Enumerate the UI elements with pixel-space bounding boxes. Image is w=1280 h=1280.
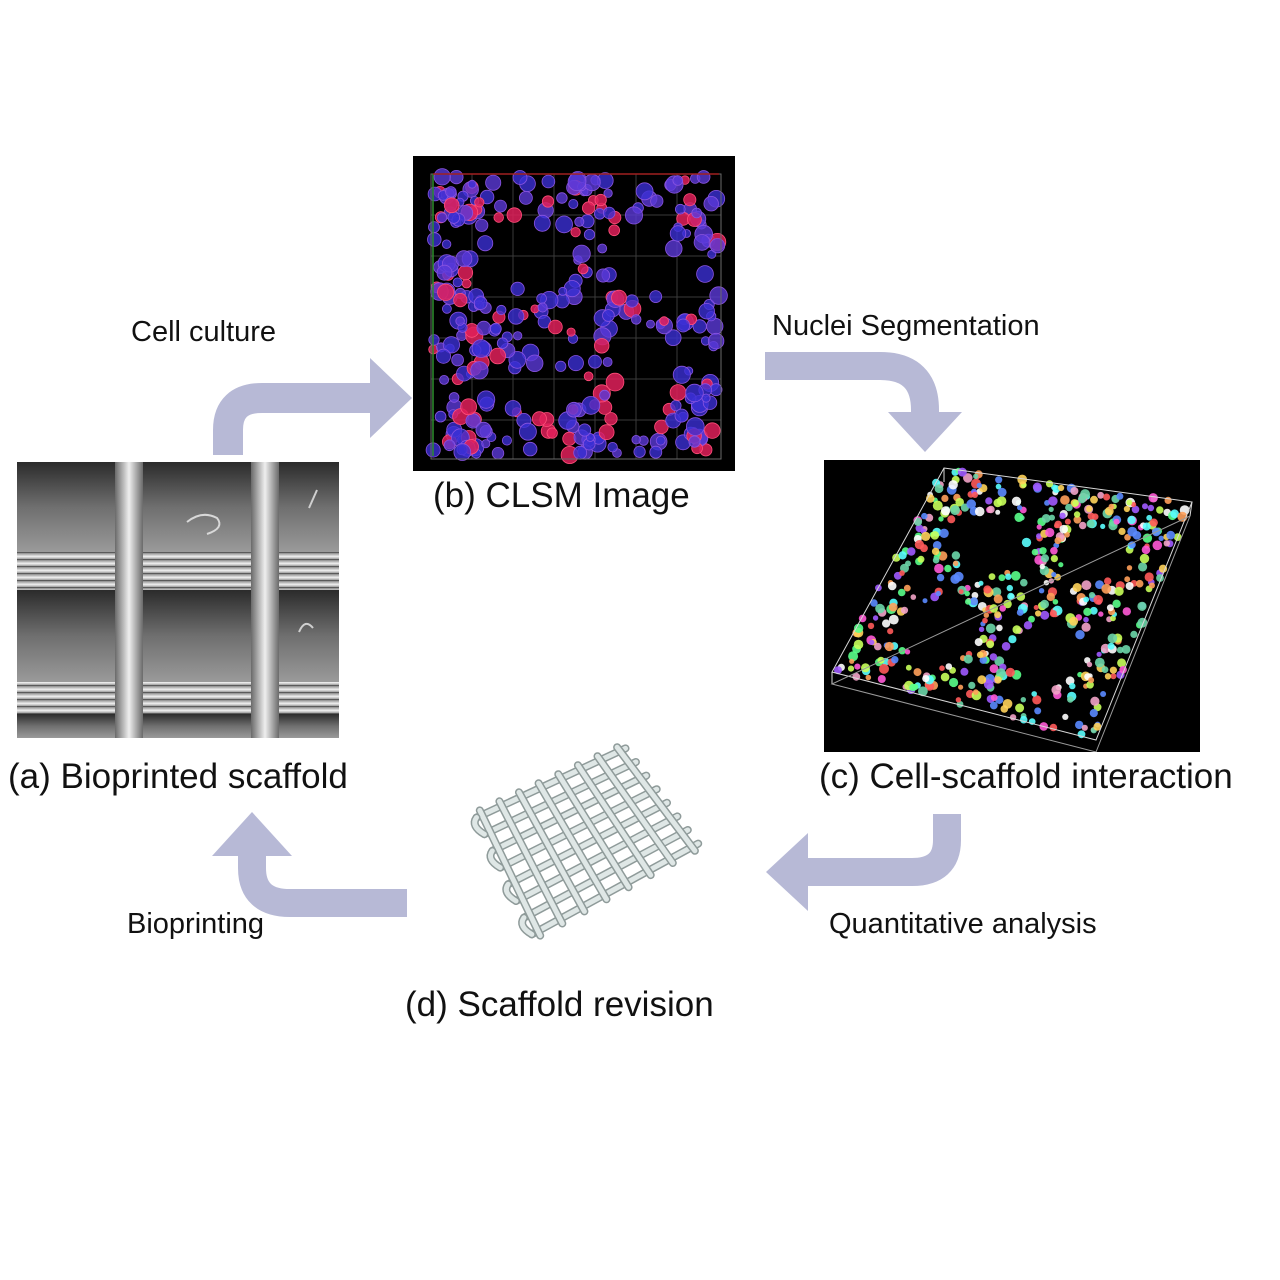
step-label-cell-culture: Cell culture xyxy=(131,316,277,348)
arrow-bioprinting xyxy=(212,812,407,917)
caption-bioprinted-scaffold: (a) Bioprinted scaffold xyxy=(8,757,348,796)
caption-scaffold-revision: (d) Scaffold revision xyxy=(405,985,714,1024)
clsm-image xyxy=(413,156,735,471)
step-label-bioprinting: Bioprinting xyxy=(127,908,265,940)
caption-cell-scaffold-interaction: (c) Cell-scaffold interaction xyxy=(819,757,1233,796)
step-label-nuclei-segmentation: Nuclei Segmentation xyxy=(772,310,1040,342)
segmented-nuclei-image xyxy=(824,460,1200,752)
scaffold-model-image xyxy=(420,735,706,957)
caption-clsm-image: (b) CLSM Image xyxy=(433,476,690,515)
bioprinted-scaffold-image xyxy=(17,462,339,738)
arrow-cell-culture xyxy=(213,358,412,455)
arrow-nuclei-segmentation xyxy=(765,352,962,452)
step-label-quantitative-analysis: Quantitative analysis xyxy=(829,908,1097,940)
arrow-quantitative-analysis xyxy=(766,814,961,911)
